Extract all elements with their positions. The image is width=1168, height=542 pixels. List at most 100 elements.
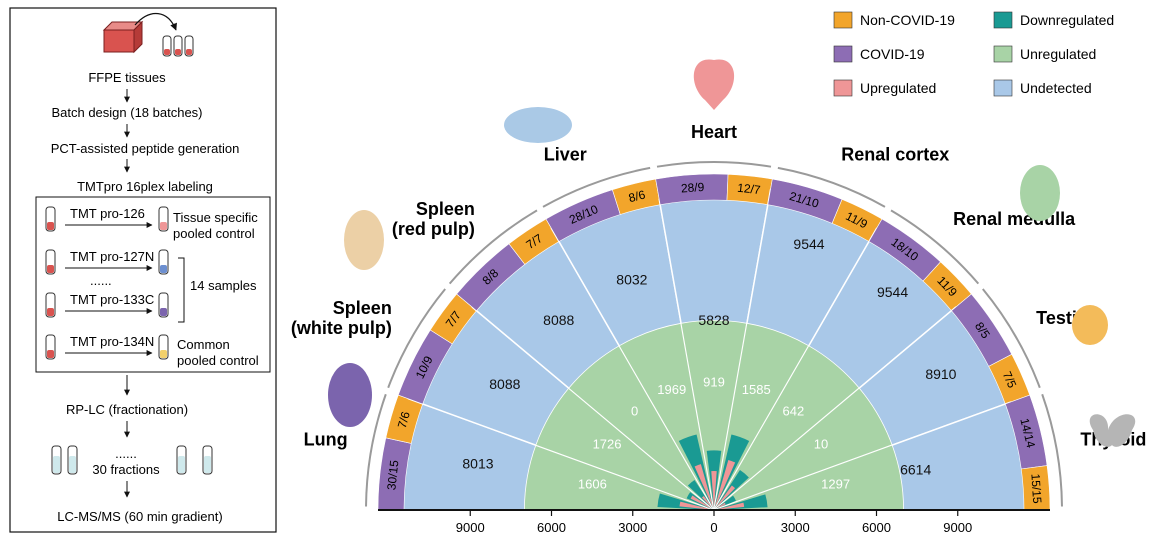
undetected-value: 8032 (616, 271, 647, 287)
channel-label: TMT pro-133C (70, 292, 154, 307)
legend-swatch (993, 11, 1013, 29)
organ-label: Heart (691, 122, 737, 142)
undetected-value: 9544 (793, 236, 824, 252)
legend-swatch (993, 79, 1013, 97)
fractions-label: 30 fractions (92, 462, 160, 477)
organ-bracket (448, 209, 538, 285)
fractions-dots: ...... (115, 446, 137, 461)
organ-label: (red pulp) (392, 219, 475, 239)
undetected-value: 9544 (877, 284, 908, 300)
organ-bracket (982, 288, 1041, 389)
unregulated-value: 1606 (578, 477, 607, 492)
thyroid-icon (1089, 414, 1136, 447)
organ-label: Liver (544, 144, 587, 164)
step-rplc: RP-LC (fractionation) (66, 402, 188, 417)
channel-note: Tissue specific (173, 210, 258, 225)
upregulated-bar (714, 485, 736, 510)
legend-swatch (833, 79, 853, 97)
non-covid-count-label: 8/6 (627, 187, 647, 205)
legend-label: Non-COVID-19 (860, 12, 955, 28)
non-covid-count-label: 7/6 (395, 410, 413, 430)
lung-icon (328, 363, 372, 427)
organ-bracket (777, 166, 886, 208)
upregulated-bar (694, 464, 714, 510)
downregulated-bar (678, 434, 714, 510)
step-tmt: TMTpro 16plex labeling (77, 179, 213, 194)
upregulated-bar (679, 501, 714, 510)
undetected-value: 8013 (462, 455, 493, 471)
x-axis-tick-label: 9000 (943, 520, 972, 535)
organ-label: Lung (304, 429, 348, 449)
step-pct: PCT-assisted peptide generation (51, 141, 240, 156)
upregulated-bar (711, 471, 717, 510)
testis-icon (1072, 305, 1108, 345)
x-axis-tick-label: 0 (710, 520, 717, 535)
legend-swatch (993, 45, 1013, 63)
channel-label: TMT pro-126 (70, 206, 145, 221)
transfer-arrow-icon (134, 13, 177, 31)
non-covid-count-label: 7/5 (1000, 369, 1020, 390)
organ-bracket (890, 209, 980, 285)
organ-label: Renal medulla (953, 209, 1076, 229)
undetected-value: 8910 (925, 366, 956, 382)
legend-swatch (833, 11, 853, 29)
heart-icon (693, 59, 735, 110)
legend-label: Undetected (1020, 80, 1092, 96)
undetected-value: 8088 (489, 376, 520, 392)
unregulated-value: 642 (783, 403, 805, 418)
x-axis-tick-label: 3000 (781, 520, 810, 535)
organ-bracket (365, 393, 387, 507)
unregulated-value: 1297 (821, 477, 850, 492)
non-covid-count-label: 15/15 (1028, 473, 1044, 504)
organ-label: Spleen (333, 298, 392, 318)
step-ffpe: FFPE tissues (88, 70, 166, 85)
legend-label: Unregulated (1020, 46, 1096, 62)
upregulated-bar (714, 502, 745, 510)
channel-note: pooled control (177, 353, 259, 368)
legend-label: Upregulated (860, 80, 936, 96)
channel-label: TMT pro-134N (70, 334, 154, 349)
x-axis-tick-label: 6000 (537, 520, 566, 535)
unregulated-value: 1585 (742, 382, 771, 397)
organ-label: Spleen (416, 199, 475, 219)
step-batch: Batch design (18 batches) (51, 105, 202, 120)
labeling-row: TMT pro-133C (45, 292, 169, 318)
upregulated-bar (714, 460, 736, 510)
unregulated-value: 1726 (593, 436, 622, 451)
covid-count-label: 30/15 (384, 459, 401, 491)
labeling-row: TMT pro-126 Tissue specific pooled contr… (45, 206, 258, 241)
labeling-row: TMT pro-127N (45, 249, 169, 275)
channel-note: Common (177, 337, 230, 352)
liver-icon (504, 107, 572, 143)
upregulated-bar (690, 495, 714, 510)
organ-bracket (656, 161, 772, 168)
legend: Non-COVID-19 Downregulated COVID-19 Unregul… (833, 11, 1114, 97)
ffpe-block-icon (102, 20, 144, 54)
downregulated-bar (714, 494, 768, 510)
downregulated-bar (714, 434, 750, 510)
downregulated-bar (657, 493, 714, 510)
channel-ellipsis: ...... (90, 273, 112, 288)
organ-bracket (542, 166, 651, 208)
x-axis-tick-label: 6000 (862, 520, 891, 535)
labeling-box (35, 196, 271, 373)
organ-label: (white pulp) (291, 318, 392, 338)
workflow-panel: FFPE tissues Batch design (18 batches) P… (9, 7, 277, 533)
organ-bracket (1041, 393, 1063, 507)
unregulated-value: 919 (703, 375, 725, 390)
x-axis-tick-label: 9000 (456, 520, 485, 535)
labeling-row: TMT pro-134N Common pooled control (45, 334, 259, 368)
kidney-icon (1020, 165, 1060, 221)
channel-note: pooled control (173, 226, 255, 241)
samples-label: 14 samples (190, 278, 257, 293)
fraction-tubes-icon (51, 445, 213, 475)
legend-label: Downregulated (1020, 12, 1114, 28)
undetected-value: 5828 (698, 312, 729, 328)
upregulated-bar (701, 495, 714, 510)
unregulated-value: 10 (814, 436, 828, 451)
undetected-value: 6614 (900, 461, 931, 477)
radial-chart: 30/157/680131606Lung10/97/780881726Splee… (291, 11, 1146, 535)
unregulated-value: 0 (631, 403, 638, 418)
channel-label: TMT pro-127N (70, 249, 154, 264)
legend-swatch (833, 45, 853, 63)
